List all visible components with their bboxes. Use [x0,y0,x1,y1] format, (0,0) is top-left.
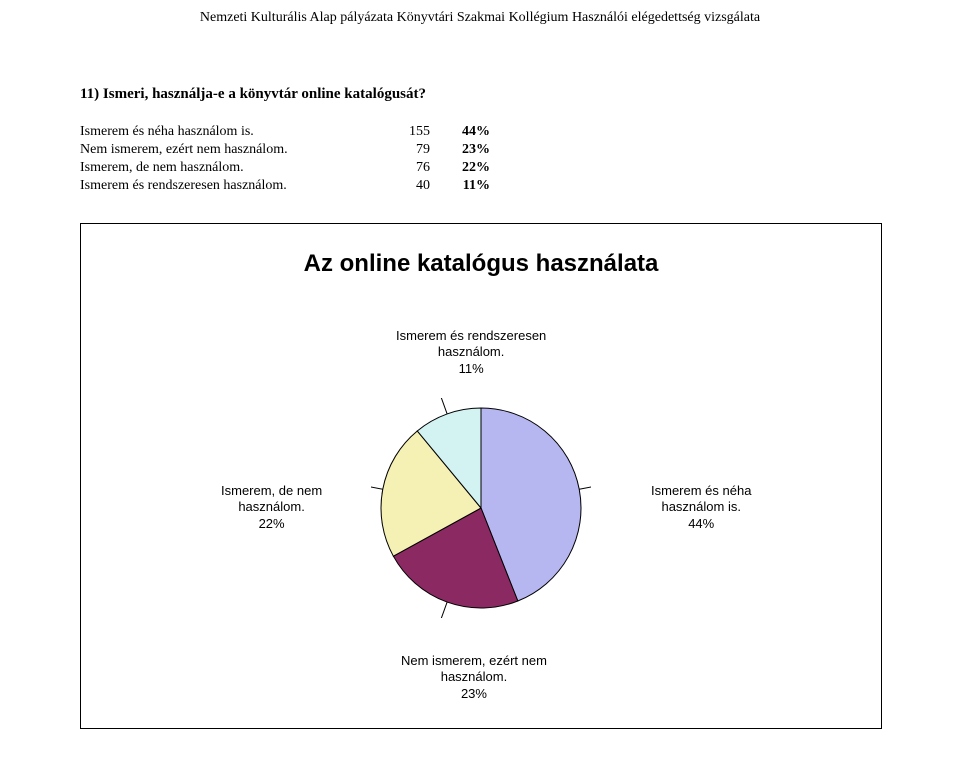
row-label: Ismerem és rendszeresen használom. [80,177,370,195]
row-percent: 11% [430,177,490,195]
table-row: Nem ismerem, ezért nem használom.7923% [80,141,490,159]
row-label: Ismerem és néha használom is. [80,123,370,141]
slice-label: Ismerem és rendszeresen használom. 11% [396,328,546,377]
table-row: Ismerem és néha használom is.15544% [80,123,490,141]
table-row: Ismerem és rendszeresen használom.4011% [80,177,490,195]
results-table-body: Ismerem és néha használom is.15544%Nem i… [80,123,490,195]
pie-chart-svg [371,398,591,618]
document-page: Nemzeti Kulturális Alap pályázata Könyvt… [0,0,960,769]
results-table: Ismerem és néha használom is.15544%Nem i… [80,123,490,195]
chart-container: Az online katalógus használata Ismerem é… [80,223,882,729]
table-row: Ismerem, de nem használom.7622% [80,159,490,177]
chart-title: Az online katalógus használata [111,250,851,278]
chart-area: Ismerem és néha használom is. 44%Nem ism… [111,318,851,698]
row-label: Nem ismerem, ezért nem használom. [80,141,370,159]
leader-line [579,486,591,489]
row-percent: 44% [430,123,490,141]
leader-line [441,602,447,618]
row-label: Ismerem, de nem használom. [80,159,370,177]
row-count: 79 [370,141,430,159]
slice-label: Nem ismerem, ezért nem használom. 23% [401,653,547,702]
leader-line [371,486,383,489]
leader-line [441,398,447,414]
row-percent: 22% [430,159,490,177]
row-count: 155 [370,123,430,141]
row-count: 40 [370,177,430,195]
slice-label: Ismerem és néha használom is. 44% [651,483,751,532]
page-header: Nemzeti Kulturális Alap pályázata Könyvt… [80,10,880,26]
question-text: 11) Ismeri, használja-e a könyvtár onlin… [80,86,880,103]
row-count: 76 [370,159,430,177]
row-percent: 23% [430,141,490,159]
slice-label: Ismerem, de nem használom. 22% [221,483,322,532]
